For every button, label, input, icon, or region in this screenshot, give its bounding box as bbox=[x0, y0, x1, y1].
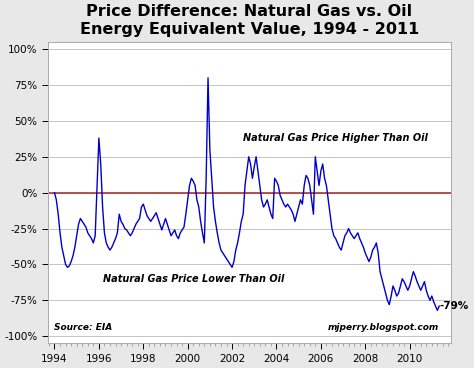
Text: mjperry.blogspot.com: mjperry.blogspot.com bbox=[327, 323, 438, 332]
Text: Source: EIA: Source: EIA bbox=[55, 323, 113, 332]
Text: -79%: -79% bbox=[439, 301, 469, 311]
Text: Natural Gas Price Higher Than Oil: Natural Gas Price Higher Than Oil bbox=[243, 133, 428, 143]
Text: Natural Gas Price Lower Than Oil: Natural Gas Price Lower Than Oil bbox=[103, 274, 285, 284]
Title: Price Difference: Natural Gas vs. Oil
Energy Equivalent Value, 1994 - 2011: Price Difference: Natural Gas vs. Oil En… bbox=[80, 4, 419, 36]
